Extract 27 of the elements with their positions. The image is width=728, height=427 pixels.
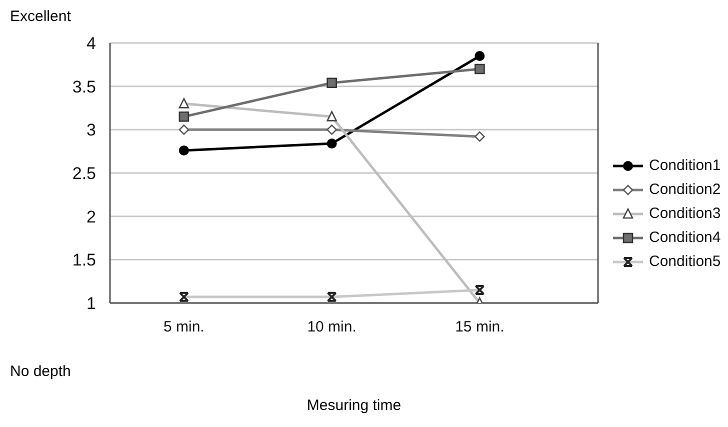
point (326, 124, 337, 135)
y-tick-label: 2 (86, 207, 96, 226)
x-tick-label: 5 min. (164, 318, 204, 336)
y-tick-label: 3 (86, 120, 96, 140)
legend-label: Condition3 (649, 205, 721, 222)
point (178, 145, 189, 156)
legend-label: Condition1 (649, 157, 721, 174)
point (474, 64, 485, 74)
y-tick-label: 1.5 (72, 250, 96, 270)
x-tick-label: 15 min. (455, 318, 504, 336)
y-tick-label: 3.5 (72, 77, 96, 96)
x-axis-title: Mesuring time (306, 397, 402, 414)
point (178, 124, 190, 135)
point (326, 138, 337, 149)
x-tick-label: 10 min. (307, 318, 356, 336)
legend-label: Condition2 (649, 181, 721, 198)
point (474, 51, 485, 61)
point (178, 112, 190, 122)
point (326, 78, 337, 88)
legend-label: Condition5 (649, 253, 721, 270)
text: Excellent (10, 8, 71, 25)
y-tick-label: 2.5 (72, 164, 96, 184)
y-tick-label: 1 (86, 294, 96, 314)
point (474, 131, 485, 142)
legend-label: Condition4 (649, 229, 721, 246)
text: No depth (10, 363, 71, 380)
y-tick-label: 4 (86, 34, 96, 54)
